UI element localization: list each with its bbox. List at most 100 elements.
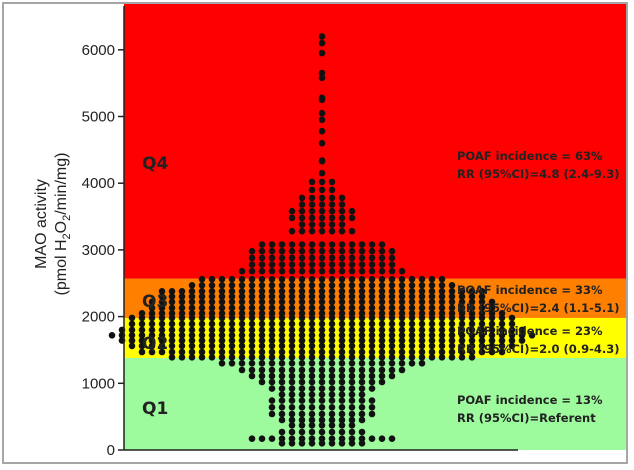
data-point xyxy=(238,282,246,289)
y-axis-title-line2: (pmol H2O2/min/mg) xyxy=(53,153,73,296)
data-point xyxy=(158,304,166,312)
data-point xyxy=(498,348,506,356)
data-point xyxy=(498,332,506,339)
data-point xyxy=(288,304,296,312)
data-point xyxy=(258,282,266,289)
data-point xyxy=(458,326,466,334)
data-point xyxy=(278,298,286,306)
data-point xyxy=(468,310,476,317)
data-point xyxy=(338,298,346,306)
data-point xyxy=(258,354,266,361)
data-point xyxy=(368,404,376,411)
data-point xyxy=(198,342,206,350)
data-point xyxy=(348,378,356,386)
data-point xyxy=(198,275,206,283)
y-tick-label: 6000 xyxy=(82,42,115,59)
data-point xyxy=(248,275,256,283)
data-point xyxy=(328,282,336,289)
data-point xyxy=(268,293,276,300)
data-point xyxy=(368,241,376,248)
data-point xyxy=(318,366,326,374)
data-point xyxy=(278,435,286,443)
data-point xyxy=(298,227,306,235)
data-point xyxy=(378,293,386,300)
data-point xyxy=(338,320,346,328)
data-point xyxy=(368,261,376,268)
data-point xyxy=(198,354,206,361)
data-point xyxy=(268,267,276,275)
data-point xyxy=(378,435,386,443)
data-point xyxy=(328,366,336,374)
data-point xyxy=(378,372,386,380)
data-point xyxy=(348,372,356,380)
data-point xyxy=(188,342,196,350)
data-point xyxy=(318,69,326,77)
data-point xyxy=(178,310,186,317)
data-point xyxy=(388,298,396,306)
data-point xyxy=(258,435,266,443)
data-point xyxy=(278,385,286,392)
data-point xyxy=(328,275,336,283)
data-point xyxy=(168,342,176,350)
data-point xyxy=(218,337,226,344)
data-point xyxy=(318,348,326,356)
data-point xyxy=(288,214,296,222)
data-point xyxy=(198,332,206,339)
data-point xyxy=(288,310,296,317)
data-point xyxy=(268,314,276,322)
data-point xyxy=(288,354,296,361)
data-point xyxy=(298,391,306,398)
data-point xyxy=(398,275,406,283)
data-point xyxy=(348,428,356,436)
data-point xyxy=(338,241,346,248)
data-point xyxy=(368,310,376,317)
data-point xyxy=(348,397,356,404)
data-point xyxy=(318,201,326,208)
data-point xyxy=(178,354,186,361)
data-point xyxy=(328,378,336,386)
data-point xyxy=(168,298,176,306)
data-point xyxy=(368,378,376,386)
data-point xyxy=(238,360,246,367)
data-point xyxy=(448,288,456,295)
data-point xyxy=(218,326,226,334)
data-point xyxy=(318,169,326,177)
data-point xyxy=(388,435,396,443)
data-point xyxy=(318,326,326,334)
data-point xyxy=(388,247,396,255)
data-point xyxy=(488,342,496,350)
data-point xyxy=(318,275,326,283)
data-point xyxy=(338,342,346,350)
data-point xyxy=(318,354,326,361)
data-point xyxy=(378,326,386,334)
data-point xyxy=(428,342,436,350)
data-point xyxy=(328,332,336,339)
data-point xyxy=(328,247,336,255)
data-point xyxy=(188,304,196,312)
data-point xyxy=(238,354,246,361)
data-point xyxy=(358,391,366,398)
data-point xyxy=(318,293,326,300)
data-point xyxy=(428,337,436,344)
data-point xyxy=(308,275,316,283)
data-point xyxy=(258,304,266,312)
data-point xyxy=(328,440,336,447)
data-point xyxy=(278,366,286,374)
data-point xyxy=(298,282,306,289)
data-point xyxy=(308,440,316,447)
data-point xyxy=(208,337,216,344)
data-point xyxy=(368,247,376,255)
data-point xyxy=(208,282,216,289)
data-point xyxy=(398,298,406,306)
data-point xyxy=(428,282,436,289)
data-point xyxy=(378,241,386,248)
data-point xyxy=(248,247,256,255)
data-point xyxy=(498,337,506,344)
data-point xyxy=(268,261,276,268)
data-point xyxy=(268,304,276,312)
data-point xyxy=(318,194,326,202)
data-point xyxy=(188,282,196,289)
data-point xyxy=(278,372,286,380)
data-point xyxy=(198,304,206,312)
data-point xyxy=(228,298,236,306)
